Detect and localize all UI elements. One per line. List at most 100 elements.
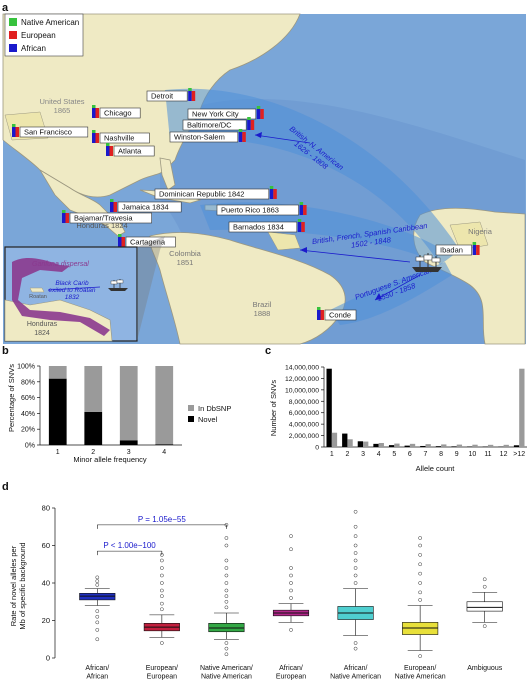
- region-colombia-line2: 1851: [177, 258, 194, 267]
- site-flag-african-pr: [299, 205, 304, 215]
- chart-d-outlier: [160, 566, 164, 570]
- legend-swatch-european: [9, 31, 17, 39]
- chart-d-box-group: [272, 534, 310, 632]
- site-flag-european-nyc: [260, 109, 264, 119]
- chart-c-bar-a: [420, 445, 426, 447]
- site-flag-european-chicago: [95, 108, 99, 118]
- arrow-caribbean: [299, 249, 411, 263]
- chart-b-ylabel: Percentage of SNVs: [7, 364, 16, 432]
- chart-b-xtick-label: 1: [56, 449, 60, 456]
- chart-c-xtick-label: 3: [361, 451, 365, 458]
- site-cartagena: Cartagena: [118, 234, 176, 248]
- site-flag-african-chicago: [92, 108, 96, 118]
- site-label-barnados: Barnados 1834: [233, 223, 284, 232]
- site-flag-native-sf: [12, 124, 16, 127]
- chart-d-outlier: [353, 646, 358, 651]
- region-us-line2: 1865: [54, 106, 71, 115]
- chart-d-outlier: [224, 566, 229, 570]
- region-us-line1: United States: [39, 97, 84, 106]
- chart-c-ytick-label: 6,000,000: [289, 410, 319, 417]
- site-flag-african-barnados: [297, 222, 302, 232]
- chart-d-box-group: [466, 577, 503, 628]
- chart-d-box-group: [79, 575, 116, 642]
- chart-d-outlier: [224, 536, 229, 540]
- chart-d-outlier: [353, 558, 358, 563]
- chart-d-outlier: [224, 573, 229, 578]
- chart-d-outlier: [224, 605, 229, 610]
- chart-d-outlier: [418, 553, 422, 557]
- site-box-pr: [216, 204, 299, 216]
- chart-d-outlier: [224, 543, 229, 548]
- site-label-atlanta: Atlanta: [118, 147, 142, 156]
- site-box-atlanta: [113, 145, 155, 157]
- chart-c-xlabel: Allele count: [416, 464, 456, 473]
- route-caribbean: [200, 202, 440, 262]
- site-box-cartagena: [125, 236, 176, 248]
- chart-b-xtick-label: 2: [91, 449, 95, 456]
- chart-d-outlier: [353, 543, 358, 548]
- chart-c-bar-b: [441, 444, 447, 447]
- inset-carib-line3: 1832: [65, 294, 80, 301]
- site-box-baltimore: [182, 119, 247, 131]
- chart-c-bar-b: [519, 368, 525, 447]
- chart-d-xtick-label: Native American: [330, 674, 381, 681]
- chart-d-xtick-label: European: [276, 674, 306, 681]
- chart-d-outlier: [418, 598, 422, 602]
- chart-c-xtick-label: 9: [455, 451, 459, 458]
- panel-a-label: a: [2, 2, 9, 14]
- site-flag-native-chicago: [92, 105, 96, 108]
- chart-d-outlier: [353, 524, 358, 529]
- chart-b-bar-dbsnp: [84, 366, 103, 412]
- chart-d-outlier: [224, 646, 229, 651]
- site-flag-african-nyc: [256, 109, 261, 119]
- ship-icon: [412, 253, 442, 272]
- chart-d-outlier: [95, 637, 100, 642]
- chart-c-bar-b: [409, 443, 416, 447]
- site-box-jamaica: [117, 201, 182, 213]
- chart-d-outlier: [482, 624, 487, 628]
- chart-d-outlier: [482, 577, 487, 582]
- site-label-chicago: Chicago: [104, 109, 132, 118]
- site-flag-african-winston: [238, 132, 243, 142]
- chart-d-pvalue: P < 1.00e−100: [103, 541, 156, 550]
- chart-b-ytick-label: 80%: [21, 379, 35, 386]
- chart-d-outlier: [160, 581, 164, 585]
- site-baltimore: Baltimore/DC: [182, 117, 255, 131]
- panel-d-label: d: [2, 481, 9, 493]
- chart-c-xtick-label: 8: [439, 451, 443, 458]
- chart-b-legend-swatch-dbsnp: [188, 405, 194, 411]
- arrow-british-na: [254, 134, 311, 144]
- chart-d-box: [466, 601, 503, 612]
- chart-d-outlier: [95, 579, 100, 583]
- chart-d-xtick-label: African/: [344, 665, 368, 672]
- chart-b-ytick-label: 100%: [17, 364, 35, 371]
- chart-d-outlier: [418, 581, 422, 585]
- chart-d-xtick-label: Ambiguous: [467, 665, 503, 672]
- site-box-chicago: [99, 107, 141, 119]
- site-flag-native-dr: [269, 186, 274, 189]
- chart-c-ytick-label: 2,000,000: [289, 433, 319, 440]
- chart-c-ytick-label: 10,000,000: [285, 387, 319, 394]
- chart-c-xtick-label: 4: [377, 451, 381, 458]
- site-flag-european-sf: [15, 127, 19, 137]
- site-flag-european-bajamar: [65, 213, 69, 223]
- chart-c-bar-a: [404, 445, 410, 447]
- chart-d-box-group: [143, 553, 180, 645]
- chart-d-box-group: [337, 509, 374, 651]
- chart-c-bar-a: [513, 445, 520, 447]
- legend-african-label: African: [21, 44, 46, 53]
- chart-d-significance: P < 1.00e−100: [96, 541, 163, 556]
- chart-d-outlier: [289, 588, 293, 593]
- site-pr: Puerto Rico 1863: [216, 202, 307, 216]
- inset-connector: [137, 236, 165, 341]
- site-flag-native-conde: [317, 307, 321, 310]
- legend-european-label: European: [21, 31, 56, 40]
- chart-d-outlier: [289, 547, 293, 552]
- site-flag-african-baltimore: [247, 120, 251, 130]
- site-label-bajamar: Bajamar/Travesia: [74, 214, 133, 223]
- site-flag-native-nashville: [92, 130, 96, 133]
- chart-b-ytick-label: 20%: [21, 427, 35, 434]
- chart-d-outlier: [160, 573, 164, 578]
- site-label-winston: Winston-Salem: [174, 133, 225, 142]
- chart-d-outlier: [289, 596, 293, 600]
